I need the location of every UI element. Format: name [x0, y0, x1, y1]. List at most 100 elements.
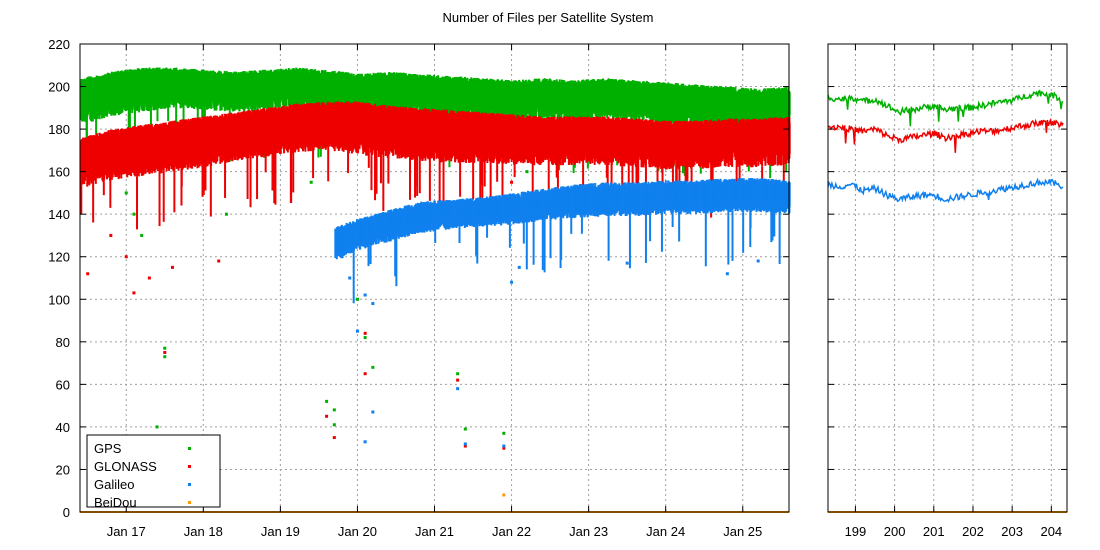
outlier-point [163, 355, 167, 359]
data-point [489, 147, 492, 200]
data-point [127, 111, 130, 141]
data-point [136, 176, 139, 230]
data-point [347, 141, 350, 174]
data-point [162, 170, 165, 222]
data-point [459, 148, 462, 197]
data-point [149, 100, 152, 132]
outlier-point [124, 255, 128, 259]
data-point [209, 161, 212, 217]
outlier-point [132, 212, 136, 216]
outlier-point [332, 423, 336, 427]
series-glonass [80, 101, 791, 450]
data-point [264, 147, 267, 173]
data-point [531, 160, 534, 203]
data-point [635, 165, 638, 189]
data-point [428, 157, 431, 201]
outlier-point [163, 346, 167, 350]
data-point [418, 157, 421, 194]
data-point [438, 144, 441, 202]
data-point [271, 150, 274, 191]
outlier-point [502, 431, 506, 435]
data-point [367, 149, 370, 168]
data-point [92, 178, 95, 223]
outlier-point [371, 365, 375, 369]
data-point [555, 156, 558, 178]
data-point [387, 147, 390, 184]
data-point [621, 153, 624, 198]
data-point [312, 148, 315, 179]
data-point [202, 166, 205, 195]
outlier-point [355, 297, 359, 301]
data-point [684, 157, 687, 195]
data-point [479, 155, 482, 185]
outlier-point [456, 372, 460, 376]
data-point [547, 147, 550, 203]
data-point [370, 155, 373, 191]
outlier-point [86, 272, 90, 276]
data-point [382, 145, 385, 211]
data-point [442, 146, 445, 208]
data-point [501, 162, 504, 209]
data-point [246, 146, 249, 199]
data-point [483, 146, 486, 187]
data-point [203, 101, 206, 129]
outlier-point [525, 170, 529, 174]
outlier-point [163, 350, 167, 354]
outlier-point [463, 427, 467, 431]
data-point [327, 138, 330, 182]
data-point [158, 158, 161, 227]
data-point [671, 168, 674, 184]
data-point [224, 148, 227, 198]
data-point [290, 150, 293, 204]
data-point [513, 152, 516, 178]
outlier-point [325, 399, 329, 403]
outlier-point [132, 291, 136, 295]
outlier-point [124, 191, 128, 195]
outlier-point [309, 180, 313, 184]
main-plot-marks [80, 67, 791, 513]
data-point [472, 161, 475, 200]
data-point [631, 153, 634, 212]
data-point [788, 92, 791, 115]
data-point [379, 140, 382, 184]
data-point [556, 162, 559, 202]
data-point [374, 150, 377, 201]
data-point [128, 104, 131, 140]
data-point [201, 155, 204, 197]
data-point [102, 181, 105, 196]
data-point [788, 122, 791, 154]
data-point [782, 158, 785, 195]
outlier-point [155, 425, 159, 429]
outlier-point [224, 212, 228, 216]
outlier-point [363, 336, 367, 340]
outlier-point [332, 408, 336, 412]
data-point [156, 99, 159, 122]
data-point [481, 157, 484, 214]
data-point [375, 151, 378, 194]
data-point [80, 179, 83, 215]
data-point [496, 152, 499, 182]
data-point [180, 164, 183, 187]
outlier-point [140, 233, 144, 237]
outlier-point [147, 276, 151, 280]
data-point [109, 172, 112, 208]
data-point [85, 112, 88, 147]
data-point [414, 141, 417, 186]
data-point [416, 151, 419, 196]
data-point [678, 158, 681, 202]
data-point [273, 140, 276, 204]
data-point [675, 160, 678, 201]
data-point [409, 145, 412, 200]
data-point [686, 162, 689, 182]
data-point [610, 157, 613, 186]
data-point [167, 96, 170, 122]
data-point [256, 145, 259, 200]
data-point [204, 158, 207, 191]
data-point [292, 150, 295, 193]
data-point [637, 161, 640, 181]
chart-title: Number of Files per Satellite System [443, 10, 654, 25]
data-point [690, 158, 693, 201]
data-point [249, 150, 252, 208]
